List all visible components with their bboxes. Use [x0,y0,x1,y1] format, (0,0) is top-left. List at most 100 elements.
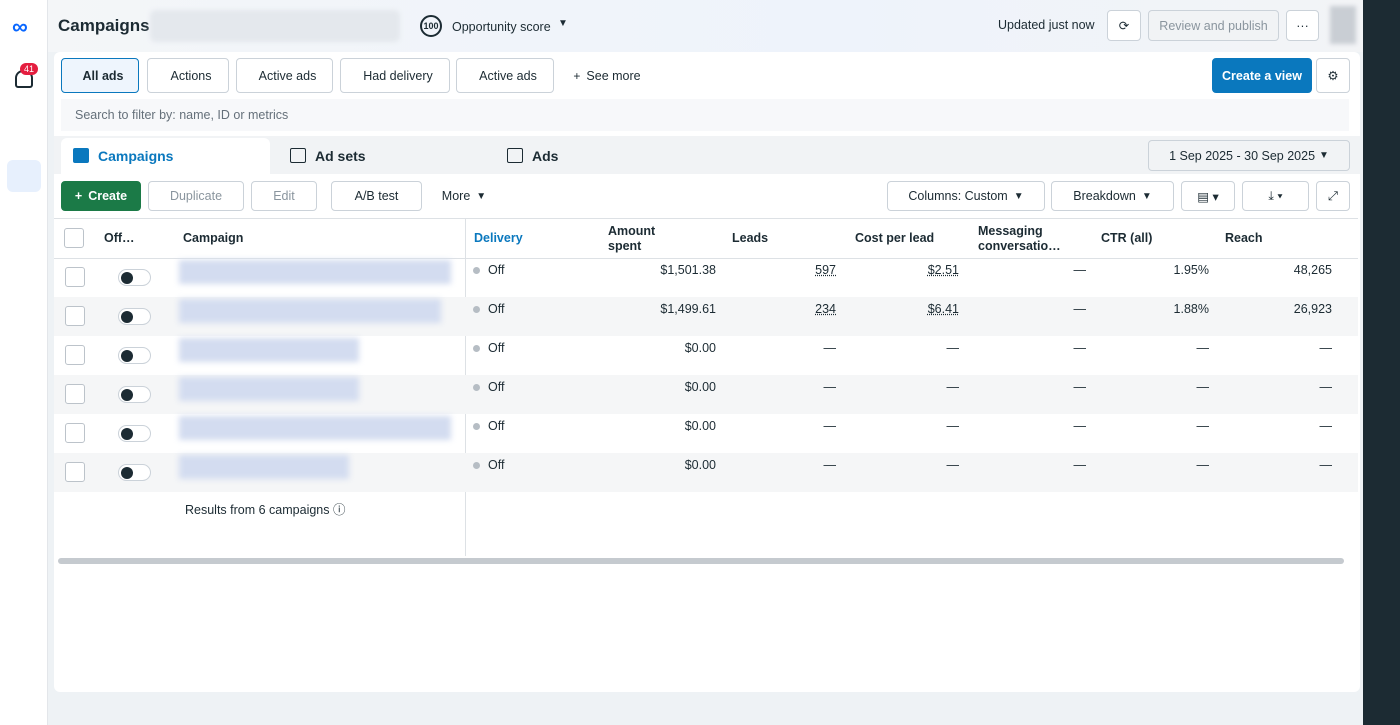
metric-cell[interactable]: 597 [815,263,836,277]
column-header[interactable]: Off… [104,231,135,245]
metric-cell: — [1073,341,1087,355]
delivery-status: Off [488,302,505,316]
metric-cell[interactable]: 234 [815,302,836,316]
duplicate-button[interactable]: Duplicate [148,181,244,211]
create-view-button[interactable]: Create a view [1212,58,1312,93]
metric-cell: $1,499.61 [660,302,716,316]
column-header[interactable]: Campaign [183,231,244,245]
edit-button[interactable]: Edit [251,181,317,211]
results-summary: Results from 6 campaigns ⓘ [185,503,346,517]
meta-logo[interactable]: ∞ [12,14,28,39]
reports-button[interactable]: ▤ ▾ [1181,181,1235,211]
metric-cell: — [823,458,837,472]
row-checkbox[interactable] [65,306,85,326]
updated-status: Updated just now [998,18,1095,32]
metric-cell: — [1073,419,1087,433]
tab[interactable]: Campaigns [61,138,270,174]
status-dot [473,462,480,469]
metric-cell: — [1073,380,1087,394]
ab-test-button[interactable]: A/B test [331,181,422,211]
metric-cell: 26,923 [1293,302,1332,316]
review-button[interactable]: Review and publish [1148,10,1279,41]
avatar[interactable] [1330,6,1356,44]
metric-cell: — [1073,458,1087,472]
account-selector[interactable] [150,10,400,42]
more-menu[interactable]: More ▼ [430,181,498,211]
breakdown-button[interactable]: Breakdown ▼ [1051,181,1174,211]
campaign-name-blurred[interactable] [179,377,359,401]
campaign-name-blurred[interactable] [179,260,451,284]
filter-chip[interactable]: + See more [562,58,652,93]
chip-label: Active ads [479,68,537,83]
columns-button[interactable]: Columns: Custom ▼ [887,181,1045,211]
refresh-button[interactable]: ⟳ [1107,10,1141,41]
toggle-knob [121,350,133,362]
filter-chip[interactable]: Active ads [456,58,554,93]
column-header[interactable]: CTR (all) [1101,231,1153,245]
toggle-knob [121,389,133,401]
date-range: 1 Sep 2025 - 30 Sep 2025 [1169,148,1316,163]
breakdown-label: Breakdown [1073,189,1136,203]
select-all[interactable] [64,228,84,248]
chip-label: Active ads [258,68,317,83]
opportunity-label[interactable]: Opportunity score [452,20,551,34]
metric-cell: — [1196,341,1210,355]
row-checkbox[interactable] [65,462,85,482]
chip-label: All ads [82,68,124,83]
campaign-name-blurred[interactable] [179,416,451,440]
metric-cell: — [946,419,960,433]
status-dot [473,423,480,430]
results-text: Results from 6 campaigns [185,503,330,517]
view-settings[interactable]: ⚙ [1316,58,1350,93]
column-header[interactable]: Messaging conversatio… [978,224,1061,253]
search-placeholder: Search to filter by: name, ID or metrics [75,108,289,122]
right-rail [1363,0,1400,725]
sidebar [0,0,48,725]
metric-cell[interactable]: $6.41 [927,302,959,316]
row-checkbox[interactable] [65,267,85,287]
tab-icon [290,148,306,163]
campaign-name-blurred[interactable] [179,455,349,479]
more-button[interactable]: ··· [1286,10,1319,41]
chip-label: Actions [170,68,212,83]
filter-chip[interactable]: Actions [147,58,229,93]
campaign-name-blurred[interactable] [179,299,441,323]
toggle-knob [121,272,133,284]
metric-cell: $0.00 [684,341,716,355]
nav-active[interactable] [7,160,41,192]
tab[interactable]: Ad sets [278,138,487,174]
status-dot [473,267,480,274]
column-header[interactable]: Amount spent [608,224,656,253]
row-checkbox[interactable] [65,345,85,365]
metric-cell: — [1319,380,1333,394]
toggle-knob [121,467,133,479]
metric-cell: 1.95% [1173,263,1209,277]
page-title: Campaigns [58,16,150,35]
row-checkbox[interactable] [65,423,85,443]
metric-cell: $0.00 [684,458,716,472]
toggle-knob [121,428,133,440]
filter-chip[interactable]: Had delivery [340,58,450,93]
expand-button[interactable]: ⤢ [1316,181,1350,211]
metric-cell: — [823,341,837,355]
delivery-status: Off [488,341,505,355]
tab[interactable]: Ads [495,138,704,174]
column-header[interactable]: Cost per lead [855,231,935,245]
date-picker[interactable]: 1 Sep 2025 - 30 Sep 2025 ▼ [1148,140,1350,171]
metric-cell: 1.88% [1173,302,1209,316]
export-button[interactable]: ⤓ ▾ [1242,181,1309,211]
status-dot [473,345,480,352]
status-dot [473,384,480,391]
column-header[interactable]: Leads [732,231,769,245]
metric-cell[interactable]: $2.51 [927,263,959,277]
search-box[interactable] [61,99,1349,131]
column-header[interactable]: Reach [1225,231,1263,245]
filter-chip[interactable]: Active ads [236,58,333,93]
scrollbar[interactable] [58,558,1344,564]
filter-chip[interactable]: All ads [61,58,139,93]
campaign-name-blurred[interactable] [179,338,359,362]
column-header[interactable]: Delivery [474,231,523,245]
create-button[interactable]: + Create [61,181,141,211]
metric-cell: — [1073,302,1087,316]
row-checkbox[interactable] [65,384,85,404]
